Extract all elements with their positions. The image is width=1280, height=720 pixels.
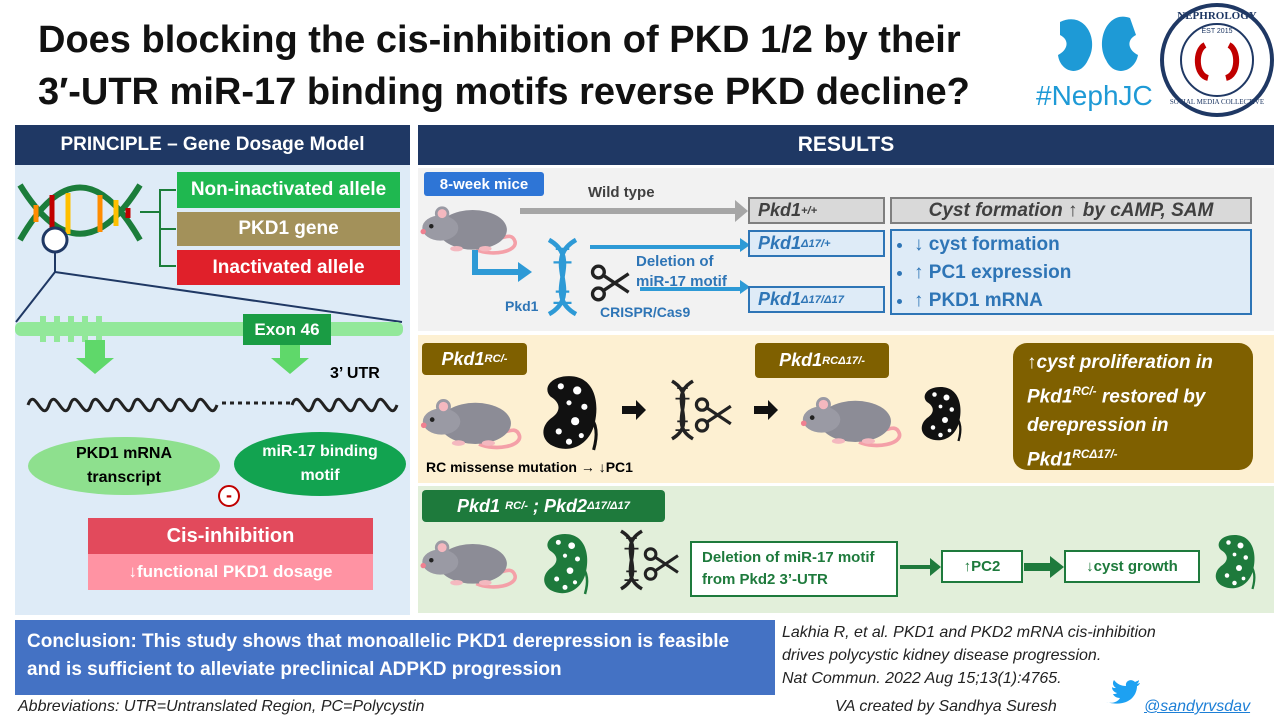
conclusion: Conclusion: This study shows that monoal… bbox=[15, 620, 775, 695]
genotype: Pkd1 Δ17/+ bbox=[748, 230, 885, 257]
abbreviations: Abbreviations: UTR=Untranslated Region, … bbox=[18, 698, 425, 715]
genotype-base: Pkd1 bbox=[758, 200, 802, 220]
mrna bbox=[26, 397, 219, 413]
principle-title: PRINCIPLE – Gene Dosage Model bbox=[15, 125, 410, 165]
genotype-base: Pkd1 bbox=[441, 348, 485, 369]
bullet-box: ↓ cyst formation ↑ PC1 expression ↑ PKD1… bbox=[890, 229, 1252, 315]
genotype-sup: Δ17/Δ17 bbox=[801, 293, 844, 306]
bullet: ↑ PC1 expression bbox=[914, 259, 1250, 287]
title: Does blocking the cis-inhibition of PKD … bbox=[38, 14, 970, 118]
gene-label: Pkd1 bbox=[505, 298, 539, 314]
citation: Lakhia R, et al. PKD1 and PKD2 mRNA cis-… bbox=[782, 621, 1274, 690]
title-line: Does blocking the cis-inhibition of PKD … bbox=[38, 19, 961, 61]
genotype-sup: +/+ bbox=[801, 204, 818, 217]
step-box: Deletion of miR-17 motif from Pkd2 3’-UT… bbox=[690, 541, 898, 597]
wild-outcome: Cyst formation ↑ by cAMP, SAM bbox=[890, 197, 1252, 224]
genotype-base: Pkd1 bbox=[758, 233, 802, 253]
twitter-icon bbox=[1106, 680, 1140, 704]
genotype: Pkd1 RC/- bbox=[422, 343, 527, 375]
genotype-base: Pkd1 bbox=[1027, 449, 1073, 471]
down-arrows bbox=[76, 340, 309, 374]
bullet: ↑ PKD1 mRNA bbox=[914, 287, 1250, 315]
effect-box: ↑PC2 bbox=[941, 550, 1023, 583]
genotype-base: Pkd1 bbox=[1027, 386, 1073, 408]
genotype-sup: Δ17/+ bbox=[801, 237, 831, 250]
genotype: Pkd1 RC/- ; Pkd2 Δ17/Δ17 bbox=[422, 490, 665, 522]
title-line: 3′-UTR miR-17 binding motifs reverse PKD… bbox=[38, 71, 970, 113]
arrows bbox=[900, 556, 1064, 578]
allele-label: PKD1 gene bbox=[177, 212, 400, 246]
transcript-ellipse: PKD1 mRNA transcript bbox=[28, 437, 220, 495]
tool-label: CRISPR/Cas9 bbox=[600, 304, 691, 320]
allele-label: Inactivated allele bbox=[177, 250, 400, 285]
kidney-logo bbox=[1058, 16, 1138, 71]
arrows bbox=[622, 400, 778, 420]
nephrology-logo bbox=[1160, 3, 1274, 117]
summary-text: restored by derepression in bbox=[1027, 386, 1206, 437]
arrow-pkd1 bbox=[472, 250, 520, 275]
genotype-sup: RC/- bbox=[505, 500, 529, 512]
genotype-sup: Δ17/Δ17 bbox=[587, 500, 630, 512]
bullet: ↓ cyst formation bbox=[914, 231, 1250, 259]
exon-label: Exon 46 bbox=[243, 314, 331, 345]
outcome-box: ↓cyst growth bbox=[1064, 550, 1200, 583]
mrna-utr bbox=[290, 397, 399, 413]
logo-bottom: SOCIAL MEDIA COLLECTIVE bbox=[1169, 98, 1265, 106]
genotype-sup: RCΔ17/- bbox=[822, 354, 865, 367]
arrowhead bbox=[518, 262, 532, 282]
summary-text: ↑cyst proliferation in bbox=[1027, 352, 1213, 373]
genotype: Pkd1 Δ17/Δ17 bbox=[748, 286, 885, 313]
inhibit-sign: - bbox=[226, 484, 232, 505]
utr-label: 3’ UTR bbox=[330, 365, 380, 382]
mutation-label: RC missense mutation → ↓PC1 bbox=[426, 459, 633, 475]
gene-ridges bbox=[40, 316, 102, 342]
results-title: RESULTS bbox=[418, 125, 1274, 165]
genotype: Pkd1 +/+ bbox=[748, 197, 885, 224]
wildtype-label: Wild type bbox=[588, 184, 655, 201]
hashtag: #NephJC bbox=[1036, 80, 1153, 111]
bullet-list: ↓ cyst formation ↑ PC1 expression ↑ PKD1… bbox=[892, 231, 1250, 315]
genotype-sup: RC/- bbox=[1072, 385, 1097, 398]
credit: VA created by Sandhya Suresh bbox=[835, 698, 1057, 715]
logo-est: EST 2015 bbox=[1201, 28, 1233, 35]
motif-ellipse: miR-17 binding motif bbox=[234, 432, 406, 496]
deletion-label: Deletion of miR-17 motif bbox=[636, 253, 727, 290]
genotype-sup: RCΔ17/- bbox=[1072, 448, 1118, 462]
arrows-deletion bbox=[590, 238, 750, 294]
inhibit-circle bbox=[218, 485, 240, 507]
genotype-base: Pkd1 bbox=[457, 495, 501, 516]
genotype: Pkd1 RCΔ17/- bbox=[755, 343, 889, 378]
citation-line: Lakhia R, et al. PKD1 and PKD2 mRNA cis-… bbox=[782, 624, 1156, 641]
dna-helix bbox=[15, 183, 403, 323]
allele-label: Non-inactivated allele bbox=[177, 172, 400, 208]
cis-box: Cis-inhibition bbox=[88, 518, 373, 554]
genotype-base: Pkd1 bbox=[758, 289, 802, 309]
badge: 8-week mice bbox=[424, 172, 544, 196]
citation-line: drives polycystic kidney disease progres… bbox=[782, 647, 1102, 664]
genotype-sup: RC/- bbox=[484, 353, 508, 365]
dosage-box: ↓functional PKD1 dosage bbox=[88, 554, 373, 590]
summary-box: ↑cyst proliferation in Pkd1RC/- restored… bbox=[1013, 343, 1253, 471]
citation-line: Nat Commun. 2022 Aug 15;13(1):4765. bbox=[782, 670, 1062, 687]
logo-top: NEPHROLOGY bbox=[1177, 10, 1257, 22]
genotype-base: ; Pkd2 bbox=[533, 495, 588, 516]
genotype-base: Pkd1 bbox=[779, 350, 823, 370]
twitter-handle: @sandyrvsdav bbox=[1144, 698, 1251, 715]
arrow-wildtype bbox=[520, 200, 748, 222]
